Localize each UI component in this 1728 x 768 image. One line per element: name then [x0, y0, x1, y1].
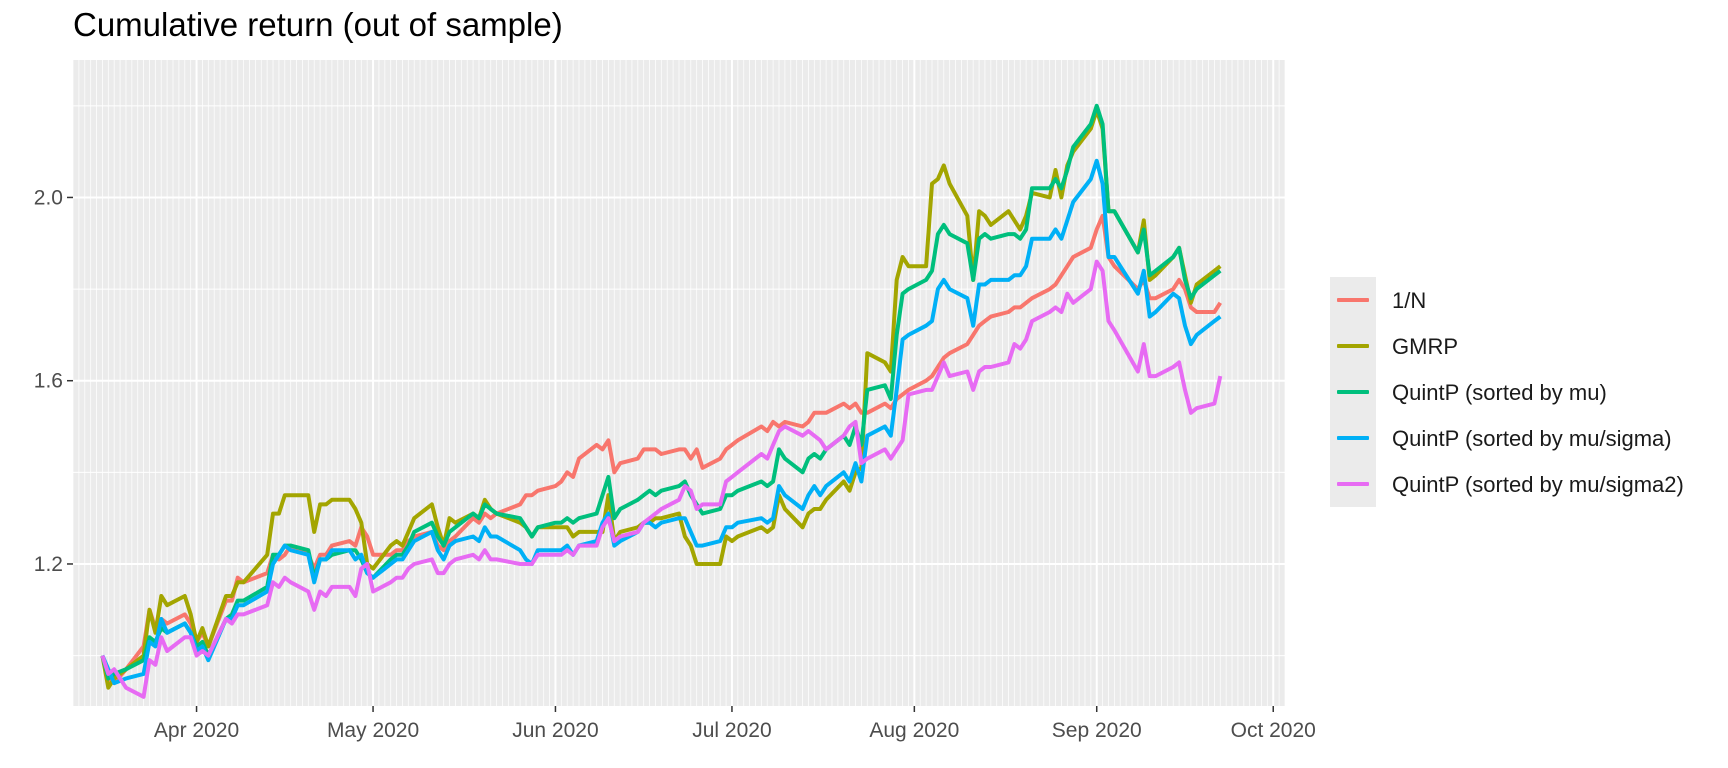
- x-tick-label: May 2020: [327, 719, 419, 742]
- legend-item: GMRP: [1330, 323, 1710, 369]
- y-tick-label: 1.2: [34, 553, 63, 576]
- legend-swatch: [1337, 482, 1369, 486]
- y-tick-label: 1.6: [34, 370, 63, 393]
- legend-key: [1330, 461, 1376, 507]
- x-tick-label: Jul 2020: [692, 719, 771, 742]
- legend-item: QuintP (sorted by mu/sigma2): [1330, 461, 1710, 507]
- legend-swatch: [1337, 390, 1369, 394]
- chart-title: Cumulative return (out of sample): [73, 6, 563, 43]
- series-line-3: [100, 103, 1222, 681]
- legend-label: GMRP: [1392, 334, 1458, 359]
- legend-swatch: [1337, 298, 1369, 302]
- legend-swatch: [1337, 344, 1369, 348]
- legend-label: 1/N: [1392, 288, 1427, 313]
- series-layer: [100, 103, 1223, 699]
- legend-item: 1/N: [1330, 277, 1710, 323]
- legend-key: [1330, 277, 1376, 323]
- x-tick-label: Sep 2020: [1052, 719, 1142, 742]
- y-axis: 1.2 1.6 2.0: [34, 186, 73, 576]
- legend-key: [1330, 323, 1376, 369]
- legend-label: QuintP (sorted by mu/sigma2): [1392, 472, 1684, 497]
- legend-key: [1330, 369, 1376, 415]
- legend-label: QuintP (sorted by mu/sigma): [1392, 426, 1672, 451]
- y-tick-label: 2.0: [34, 186, 63, 209]
- x-tick-label: Apr 2020: [154, 719, 239, 742]
- legend-label: QuintP (sorted by mu): [1392, 380, 1607, 405]
- legend-item: QuintP (sorted by mu/sigma): [1330, 415, 1710, 461]
- legend-key: [1330, 415, 1376, 461]
- x-tick-label: Oct 2020: [1231, 719, 1316, 742]
- legend-swatch: [1337, 436, 1369, 440]
- series-line-4: [100, 158, 1222, 686]
- series-line-5: [100, 259, 1223, 699]
- legend-item: QuintP (sorted by mu): [1330, 369, 1710, 415]
- x-tick-label: Aug 2020: [869, 719, 959, 742]
- x-tick-label: Jun 2020: [512, 719, 598, 742]
- x-axis: Apr 2020 May 2020 Jun 2020 Jul 2020 Aug 2020…: [154, 706, 1316, 742]
- minor-gridlines-x: [72, 60, 1286, 706]
